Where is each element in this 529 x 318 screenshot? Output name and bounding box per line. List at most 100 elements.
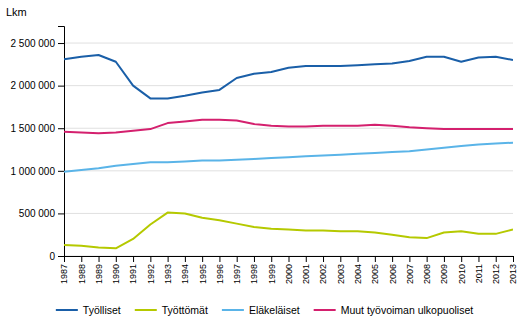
y-tick-mark [58, 86, 64, 87]
x-tick-label: 2013 [508, 264, 518, 284]
x-tick: 2006 [387, 256, 397, 284]
x-tick-mark [513, 256, 514, 262]
x-tick-label: 2006 [387, 264, 397, 284]
legend-item: Työlliset [56, 304, 121, 316]
x-tick-label: 2004 [353, 264, 363, 284]
x-tick: 1993 [163, 256, 173, 284]
legend-swatch [56, 309, 78, 311]
x-tick-mark [237, 256, 238, 262]
series-line [64, 55, 513, 98]
x-tick-label: 2007 [405, 264, 415, 284]
y-tick-label: 2 500 000 [11, 38, 56, 49]
y-tick-label: 1 000 000 [11, 166, 56, 177]
x-tick-mark [340, 256, 341, 262]
x-tick-label: 2012 [491, 264, 501, 284]
legend-label: Eläkeläiset [249, 304, 300, 316]
x-tick: 2011 [474, 256, 484, 283]
y-axis-line [58, 27, 65, 257]
y-tick: 0 [49, 251, 64, 262]
series-line [64, 120, 513, 134]
y-tick-label: 2 000 000 [11, 80, 56, 91]
x-tick-mark [496, 256, 497, 262]
x-tick-mark [461, 256, 462, 262]
y-tick-label: 1 500 000 [11, 123, 56, 134]
x-tick-mark [185, 256, 186, 262]
series-line [64, 213, 513, 249]
x-tick-mark [323, 256, 324, 262]
legend-label: Muut työvoiman ulkopuoliset [341, 304, 474, 316]
x-tick: 2013 [508, 256, 518, 284]
x-tick-mark [150, 256, 151, 262]
x-tick-label: 1987 [59, 264, 69, 284]
x-tick-label: 1988 [77, 264, 87, 284]
x-axis-line [65, 257, 514, 263]
x-tick: 2010 [457, 256, 467, 284]
x-tick-mark [427, 256, 428, 262]
y-tick-mark [58, 128, 64, 129]
x-tick-label: 2009 [439, 264, 449, 284]
x-tick-label: 1996 [215, 264, 225, 284]
x-tick: 2012 [491, 256, 501, 284]
x-tick: 2007 [405, 256, 415, 284]
x-tick-mark [289, 256, 290, 262]
legend-item: Eläkeläiset [222, 304, 300, 316]
grid-line [64, 85, 513, 86]
x-axis: 1987198819891990199119921993199419951996… [59, 256, 518, 284]
x-tick-mark [392, 256, 393, 262]
x-tick-mark [168, 256, 169, 262]
x-tick-mark [81, 256, 82, 262]
x-tick-label: 2000 [284, 264, 294, 284]
y-axis: 0 500 000 1 000 000 1 500 000 2 000 000 2 500… [11, 27, 65, 262]
x-tick: 1998 [249, 256, 259, 284]
x-tick-mark [478, 256, 479, 262]
chart: 0 500 000 1 000 000 1 500 000 2 000 000 2 500… [0, 0, 529, 318]
grid-line [64, 43, 513, 44]
x-tick-label: 1992 [146, 264, 156, 284]
legend: Työlliset Työttömät Eläkeläiset Muut työvoi… [56, 304, 473, 316]
y-tick: 2 500 000 [11, 38, 65, 49]
x-tick-label: 1995 [198, 264, 208, 284]
legend-label: Työlliset [83, 304, 121, 316]
y-tick-label: 500 000 [19, 208, 56, 219]
y-tick: 500 000 [19, 208, 64, 219]
x-tick-mark [116, 256, 117, 262]
plot-area: 0 500 000 1 000 000 1 500 000 2 000 000 2 500… [11, 27, 519, 285]
x-tick-label: 2003 [336, 264, 346, 284]
x-tick: 2004 [353, 256, 363, 284]
legend-swatch [222, 309, 244, 311]
y-tick-mark [58, 171, 64, 172]
y-tick-mark [58, 213, 64, 214]
x-tick-label: 1999 [267, 264, 277, 284]
x-tick: 1999 [267, 256, 277, 284]
x-tick-mark [254, 256, 255, 262]
x-tick: 2001 [301, 256, 311, 284]
legend-item: Muut työvoiman ulkopuoliset [314, 304, 474, 316]
lines [64, 55, 513, 248]
series-line [64, 143, 513, 172]
x-tick-label: 1997 [232, 264, 242, 284]
y-axis-title: Lkm [6, 6, 27, 18]
x-tick-label: 2005 [370, 264, 380, 284]
x-tick: 1995 [198, 256, 208, 284]
x-tick-label: 1990 [111, 264, 121, 284]
x-tick-mark [444, 256, 445, 262]
grid-line [64, 213, 513, 214]
y-tick: 1 000 000 [11, 166, 65, 177]
y-tick: 1 500 000 [11, 123, 65, 134]
y-tick-mark [58, 256, 64, 257]
legend-item: Työttömät [135, 304, 208, 316]
legend-swatch [135, 309, 157, 311]
x-tick: 1989 [94, 256, 104, 284]
legend-label: Työttömät [162, 304, 208, 316]
x-tick-mark [219, 256, 220, 262]
x-tick-mark [358, 256, 359, 262]
y-tick-mark [58, 43, 64, 44]
x-tick-label: 2011 [474, 264, 484, 283]
x-tick: 2000 [284, 256, 294, 284]
x-tick: 1990 [111, 256, 121, 284]
x-tick-label: 1998 [249, 264, 259, 284]
x-tick: 1997 [232, 256, 242, 284]
x-tick-label: 1991 [128, 264, 138, 284]
x-tick: 2005 [370, 256, 380, 284]
x-tick-label: 1993 [163, 264, 173, 284]
